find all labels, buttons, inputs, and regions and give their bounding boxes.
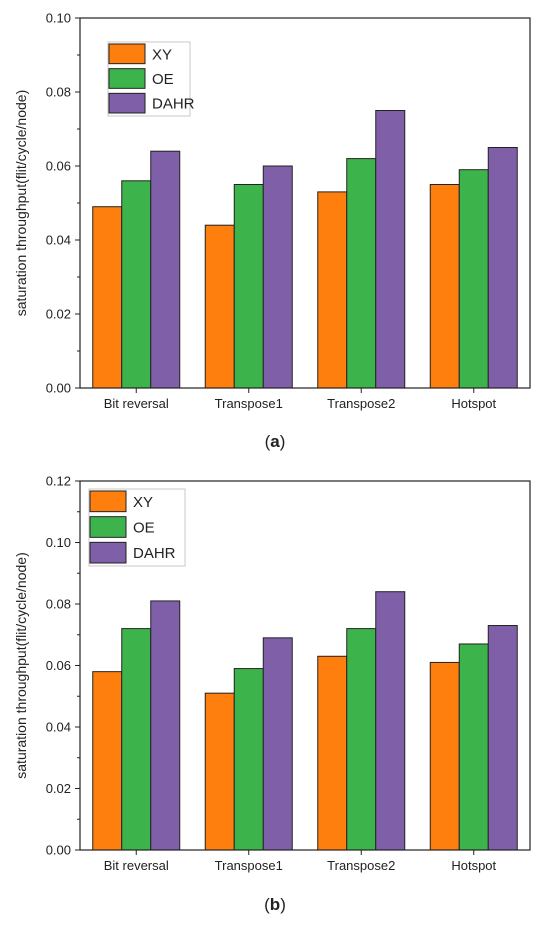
legend-label-xy: XY: [133, 494, 153, 511]
bar-oe-2: [346, 628, 377, 851]
bar-oe-3: [458, 169, 489, 389]
y-tick-label: 0.02: [46, 307, 71, 322]
legend-label-dahr: DAHR: [133, 545, 176, 562]
x-tick-label: Transpose2: [327, 396, 395, 411]
y-tick-label: 0.10: [46, 11, 71, 26]
y-tick-label: 0.08: [46, 85, 71, 100]
bar-dahr-3: [487, 625, 518, 851]
bar-xy-0: [92, 671, 123, 851]
legend-swatch-xy: [108, 43, 146, 65]
y-tick-label: 0.04: [46, 720, 71, 735]
y-axis-label: saturation throughput(flit/cycle/node): [13, 90, 29, 316]
bar-xy-1: [204, 224, 235, 389]
legend-label-dahr: DAHR: [152, 96, 195, 113]
bar-xy-0: [92, 206, 123, 389]
bar-dahr-0: [150, 600, 181, 851]
x-tick-label: Hotspot: [451, 396, 496, 411]
x-tick-label: Bit reversal: [104, 858, 169, 873]
bar-dahr-3: [487, 147, 518, 389]
y-tick-label: 0.02: [46, 781, 71, 796]
bar-dahr-2: [375, 110, 406, 389]
bar-xy-2: [317, 655, 348, 851]
chart-panel-b: Bit reversal Transpose1 Transpose2 Hotspot 0…: [0, 463, 550, 926]
bar-dahr-1: [262, 637, 293, 851]
panel-label: (b): [264, 895, 286, 914]
x-tick-label: Transpose1: [215, 396, 283, 411]
chart-panel-a: Bit reversal Transpose1 Transpose2 Hotspot 0…: [0, 0, 550, 463]
legend-swatch-dahr: [108, 92, 146, 114]
y-tick-label: 0.06: [46, 159, 71, 174]
bar-oe-2: [346, 158, 377, 389]
bar-oe-0: [121, 180, 152, 389]
legend-swatch-dahr: [89, 541, 127, 564]
bar-xy-2: [317, 191, 348, 389]
bar-xy-1: [204, 692, 235, 851]
y-tick-label: 0.12: [46, 474, 71, 489]
x-tick-label: Hotspot: [451, 858, 496, 873]
bar-oe-3: [458, 643, 489, 851]
bar-dahr-0: [150, 150, 181, 389]
bar-oe-1: [233, 184, 264, 389]
bar-xy-3: [429, 184, 460, 389]
y-tick-label: 0.08: [46, 597, 71, 612]
bar-oe-1: [233, 668, 264, 851]
legend-swatch-oe: [89, 516, 127, 538]
y-axis-label: saturation throughput(flit/cycle/node): [13, 552, 29, 778]
legend-label-oe: OE: [152, 71, 174, 88]
bar-chart-a: Bit reversal Transpose1 Transpose2 Hotspot 0…: [13, 11, 531, 451]
legend-swatch-xy: [89, 490, 127, 513]
panel-label: (a): [265, 432, 286, 451]
legend-label-xy: XY: [152, 46, 172, 63]
bar-oe-0: [121, 628, 152, 851]
bar-chart-b: Bit reversal Transpose1 Transpose2 Hotspot 0…: [13, 474, 531, 914]
y-tick-label: 0.04: [46, 233, 71, 248]
y-tick-label: 0.00: [46, 381, 71, 396]
bar-xy-3: [429, 661, 460, 851]
legend-label-oe: OE: [133, 520, 155, 537]
legend-swatch-oe: [108, 68, 146, 89]
y-tick-label: 0.06: [46, 658, 71, 673]
y-tick-label: 0.00: [46, 843, 71, 858]
x-tick-label: Transpose2: [327, 858, 395, 873]
x-tick-label: Transpose1: [215, 858, 283, 873]
y-tick-label: 0.10: [46, 535, 71, 550]
bar-dahr-1: [262, 165, 293, 389]
x-tick-label: Bit reversal: [104, 396, 169, 411]
bar-dahr-2: [375, 591, 406, 851]
